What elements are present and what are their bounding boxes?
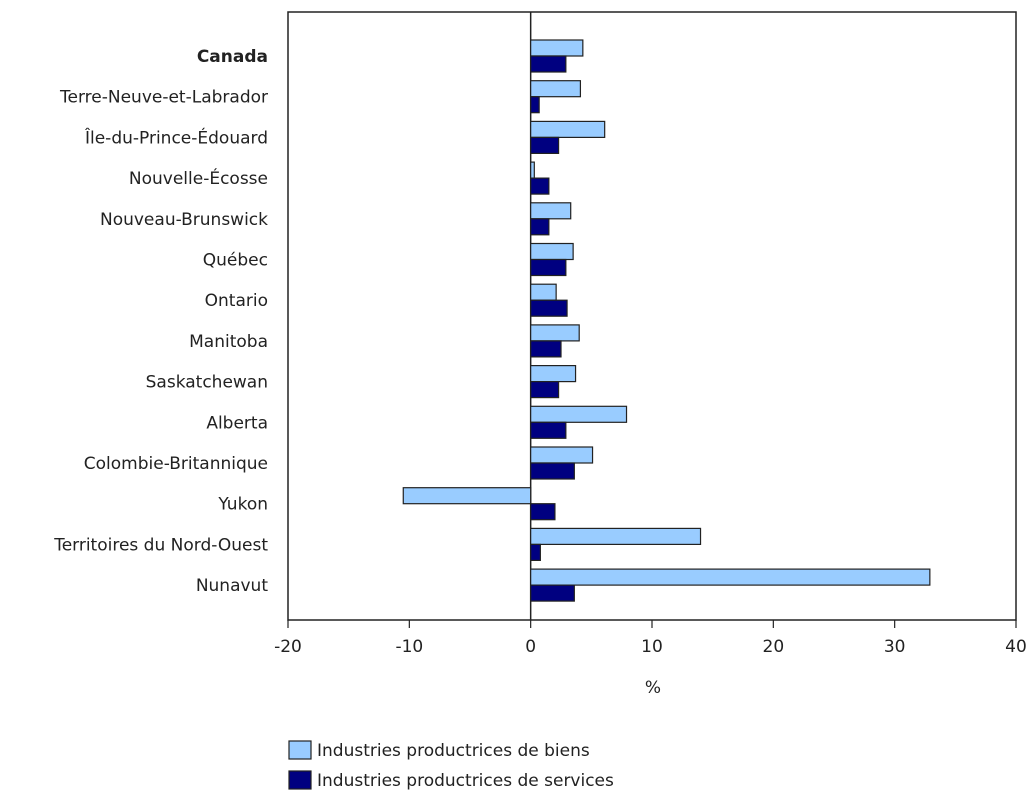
legend-label: Industries productrices de biens xyxy=(317,741,590,761)
bar-services xyxy=(530,136,560,154)
bar-goods xyxy=(530,120,606,139)
plot-frame xyxy=(287,11,1017,621)
bars-group xyxy=(402,39,931,602)
bar-goods xyxy=(530,202,572,220)
x-tick-label: 20 xyxy=(763,637,785,657)
bar-goods xyxy=(530,405,628,423)
x-tick-label: 0 xyxy=(525,637,536,657)
bar-goods xyxy=(402,487,532,505)
category-label: Alberta xyxy=(206,413,268,433)
bar-services xyxy=(530,584,575,602)
bar-goods xyxy=(530,568,931,586)
bar-services xyxy=(530,96,540,114)
category-label: Nouveau-Brunswick xyxy=(100,210,268,230)
category-label: Colombie-Britannique xyxy=(84,454,268,474)
x-tick-label: 30 xyxy=(884,637,906,657)
bar-services xyxy=(530,299,568,317)
bar-goods xyxy=(530,324,580,342)
x-tick-label: 40 xyxy=(1005,637,1027,657)
bar-services xyxy=(530,218,550,236)
x-axis-ticks: -20 -10 0 10 20 30 40 xyxy=(274,620,1027,657)
category-label: Québec xyxy=(203,251,268,271)
category-label: Nunavut xyxy=(196,576,269,596)
bar-goods xyxy=(530,283,557,301)
category-label: Nouvelle-Écosse xyxy=(129,167,268,189)
category-label: Manitoba xyxy=(189,332,268,352)
x-tick-label: 10 xyxy=(641,637,663,657)
bar-services xyxy=(530,340,562,358)
x-tick-label: -20 xyxy=(274,637,302,657)
category-label: Terre-Neuve-et-Labrador xyxy=(59,88,268,108)
bar-services xyxy=(530,503,556,521)
x-tick-label: -10 xyxy=(395,637,423,657)
bar-services xyxy=(530,462,575,480)
legend: Industries productrices de biens Industri… xyxy=(288,740,614,791)
bar-services xyxy=(530,55,567,73)
bar-goods xyxy=(530,39,584,57)
bar-goods xyxy=(530,446,594,464)
category-label: Yukon xyxy=(217,495,268,515)
bar-goods xyxy=(530,365,577,383)
bar-goods xyxy=(530,161,535,179)
bar-services xyxy=(530,177,550,195)
bar-goods xyxy=(530,527,702,546)
legend-swatch xyxy=(288,770,312,790)
x-axis-unit-label: % xyxy=(645,678,661,698)
category-label: Canada xyxy=(197,47,268,67)
bar-services xyxy=(530,421,567,439)
legend-swatch xyxy=(288,740,312,760)
bar-goods xyxy=(530,242,574,261)
category-label: Ontario xyxy=(205,291,268,311)
category-label: Territoires du Nord-Ouest xyxy=(53,535,268,555)
category-labels: Canada Terre-Neuve-et-Labrador Île-du-Prin… xyxy=(53,47,268,596)
bar-services xyxy=(530,258,567,277)
category-label: Saskatchewan xyxy=(146,373,268,393)
bar-goods xyxy=(530,80,582,98)
bar-services xyxy=(530,381,560,399)
bar-services xyxy=(530,543,541,562)
legend-label: Industries productrices de services xyxy=(317,771,614,791)
category-label: Île-du-Prince-Édouard xyxy=(84,126,268,148)
